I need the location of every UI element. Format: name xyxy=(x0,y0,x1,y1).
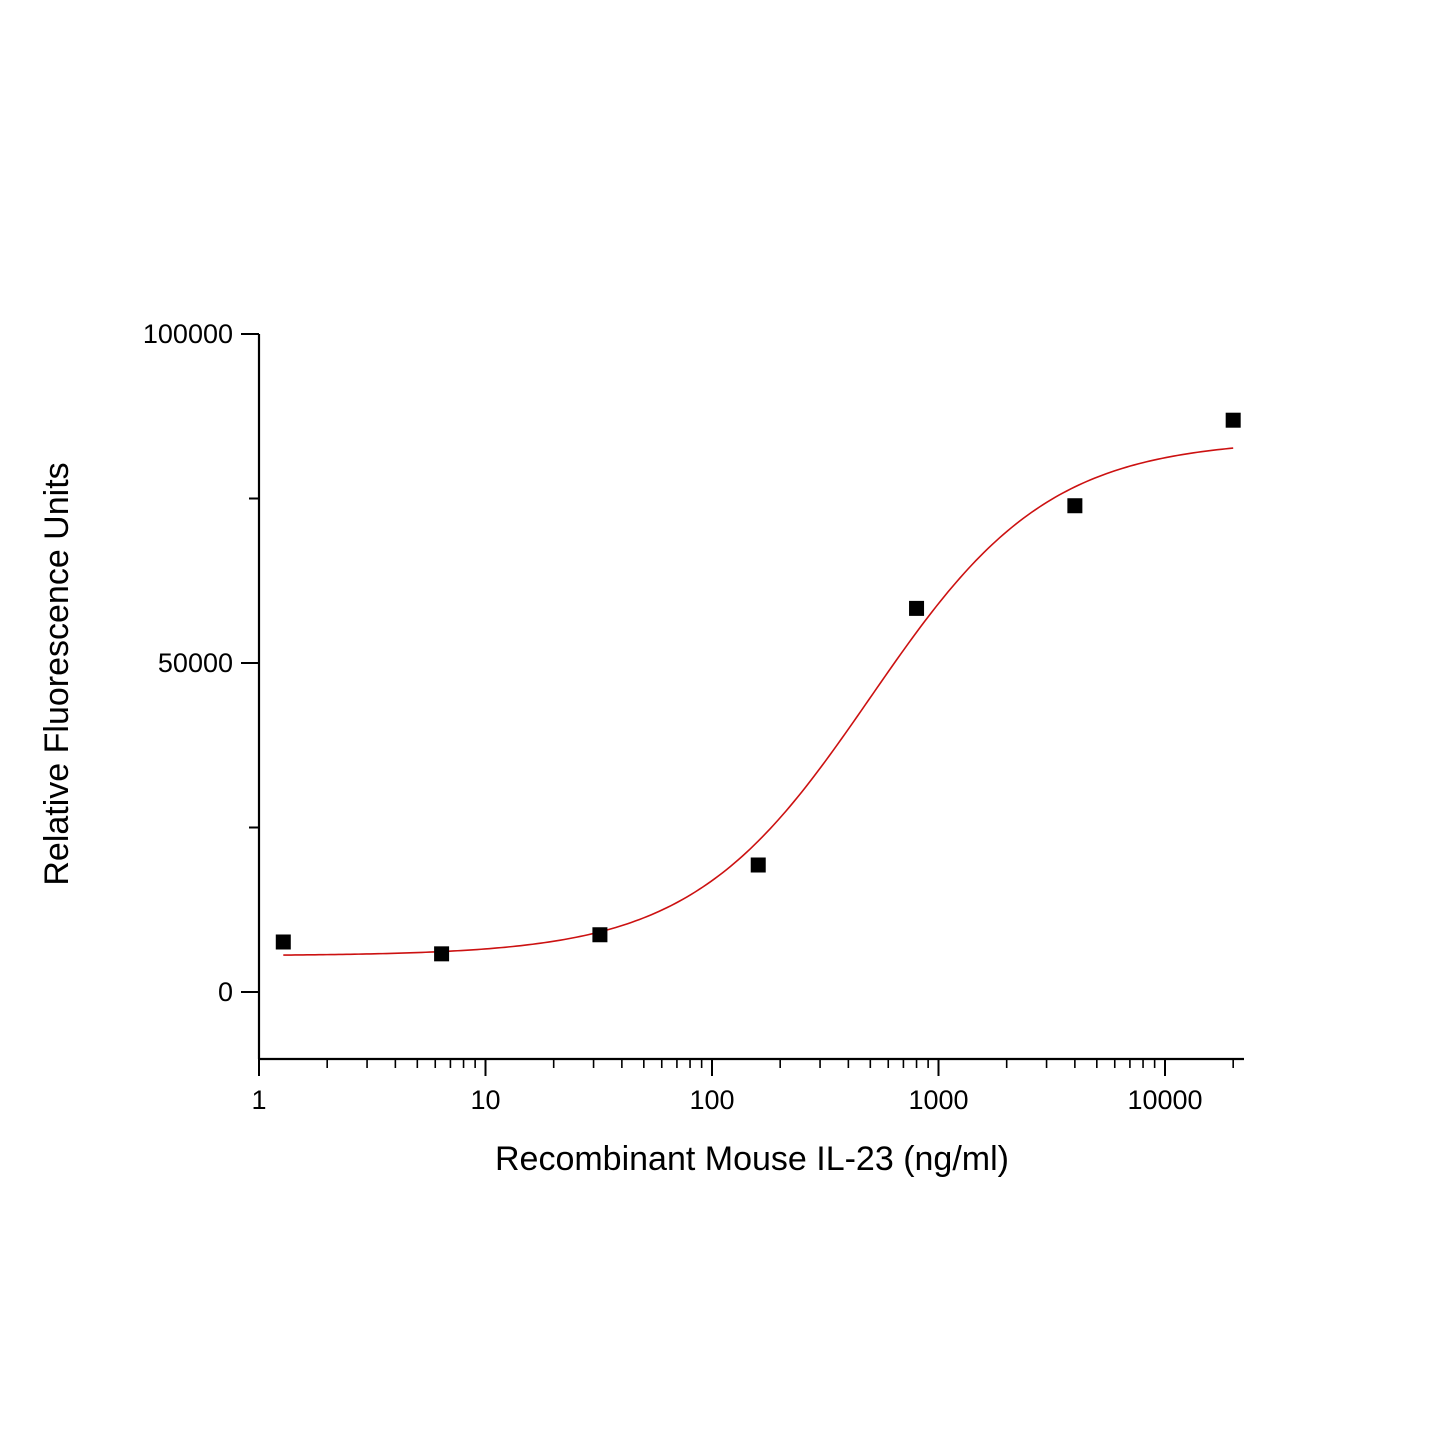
data-point xyxy=(909,600,925,616)
x-tick-label: 10000 xyxy=(1127,1085,1202,1115)
x-tick-label: 100 xyxy=(689,1085,734,1115)
data-point xyxy=(275,934,291,950)
data-point xyxy=(1067,498,1083,514)
y-tick-label: 100000 xyxy=(143,319,233,349)
x-tick-label: 1 xyxy=(251,1085,266,1115)
y-tick-label: 50000 xyxy=(158,648,233,678)
data-point xyxy=(750,857,766,873)
x-tick-label: 10 xyxy=(470,1085,500,1115)
y-tick-label: 0 xyxy=(218,977,233,1007)
x-axis-title: Recombinant Mouse IL-23 (ng/ml) xyxy=(495,1140,1009,1178)
axes: 0 50000 100000 1 10 100 1000 10000 xyxy=(143,319,1244,1115)
data-point xyxy=(1225,412,1241,428)
data-point xyxy=(592,927,608,943)
y-axis-title: Relative Fluorescence Units xyxy=(38,462,76,885)
fit-curve-group xyxy=(283,447,1234,956)
fit-curve xyxy=(283,447,1234,956)
data-point xyxy=(434,946,450,962)
x-tick-label: 1000 xyxy=(908,1085,968,1115)
data-points xyxy=(275,412,1241,962)
